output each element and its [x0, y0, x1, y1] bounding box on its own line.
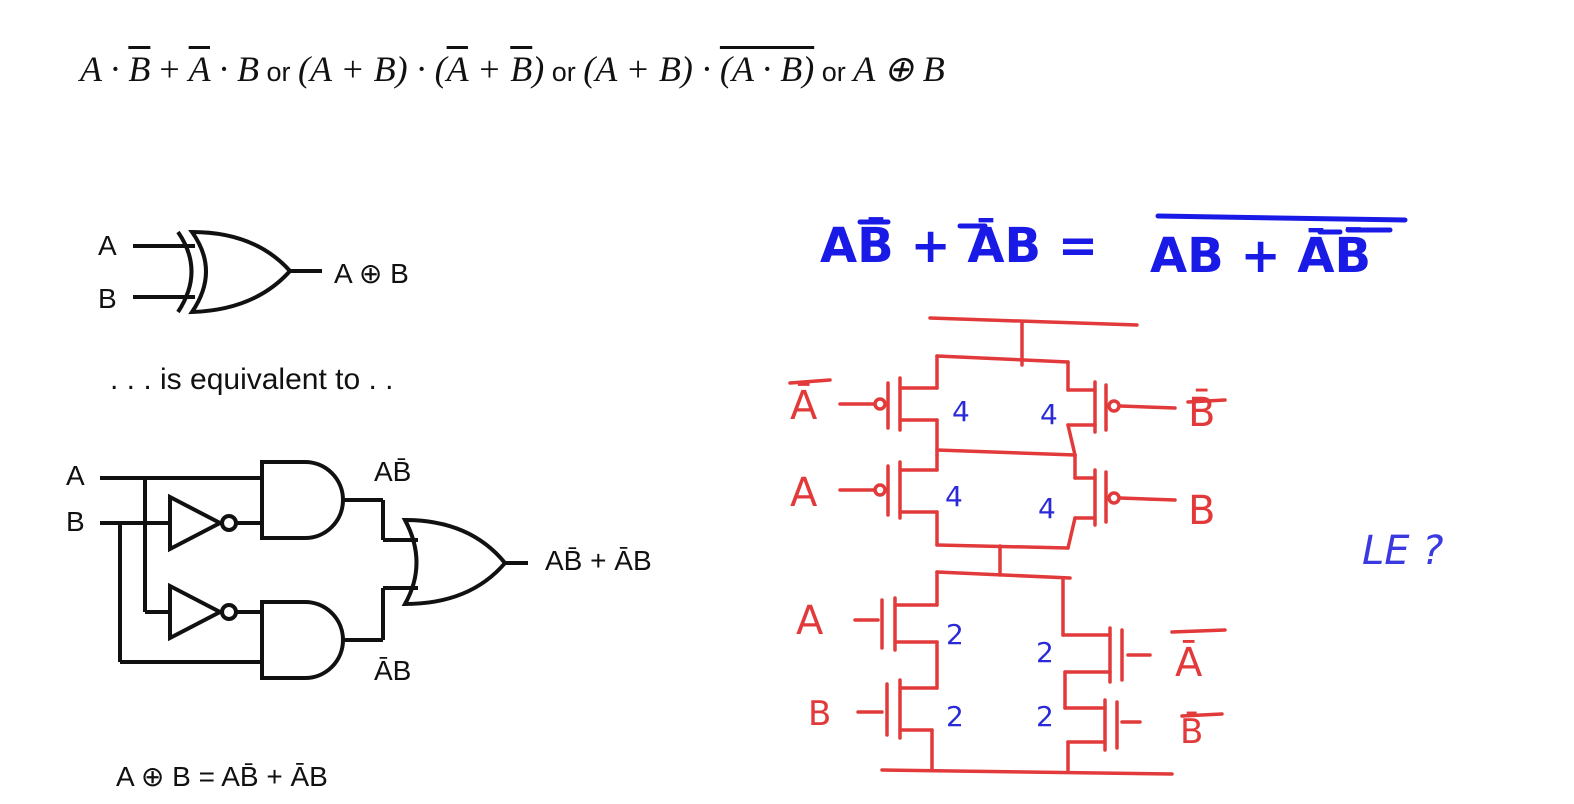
size-left-3: 2 — [946, 618, 964, 651]
formula-plus: + — [150, 49, 189, 89]
formula-term3-b-bar: B — [510, 49, 533, 89]
xor-gate-symbol — [133, 229, 322, 315]
formula-term3-a-bar: A — [446, 49, 468, 89]
formula-xor: A ⊕ B — [853, 49, 945, 89]
blue-equation-lhs: AB̄ + ĀB = — [820, 218, 1099, 274]
xor-input-a: A — [98, 230, 117, 261]
gate-label-right-1: B̄ — [1188, 390, 1216, 436]
xor-identity: A ⊕ B = AB̄ + ĀB — [116, 761, 328, 792]
size-left-2: 4 — [945, 480, 963, 513]
xor-input-b: B — [98, 283, 117, 314]
and1-output-label: AB̄ — [374, 456, 412, 487]
blue-overlines — [857, 213, 1408, 235]
xor-output: A ⊕ B — [334, 258, 409, 289]
size-left-1: 4 — [952, 395, 970, 428]
formula-term3-plus: + — [467, 49, 511, 89]
gate-label-left-3: A — [796, 598, 824, 644]
size-right-2: 4 — [1038, 492, 1056, 525]
size-left-4: 2 — [946, 700, 964, 733]
gate-label-right-4: B̄ — [1180, 712, 1204, 752]
formula-term1: A · — [80, 49, 129, 89]
equivalence-text: . . . is equivalent to . . — [110, 363, 394, 396]
formula-or-1: or — [259, 57, 299, 87]
formula-term3: (A + B) · ( — [298, 49, 447, 89]
gate-label-right-2: B — [1188, 488, 1216, 534]
logical-effort-question: LE ? — [1362, 528, 1444, 574]
circuit-input-a: A — [66, 460, 85, 491]
formula-or-3: or — [814, 57, 854, 87]
formula-term1-b-bar: B — [128, 49, 151, 89]
formula-dot-b: · B — [210, 49, 259, 89]
gate-label-right-3: Ā — [1175, 640, 1203, 686]
gate-label-left-1: Ā — [790, 383, 818, 429]
formula-term4: (A + B) · — [583, 49, 720, 89]
formula-term3-close: ) — [532, 49, 545, 89]
boolean-formula: A · B + A · B or (A + B) · (A + B) or (A… — [80, 48, 1180, 108]
size-right-1: 4 — [1040, 398, 1058, 431]
xor-equivalent-circuit — [100, 460, 528, 680]
and2-output-label: ĀB — [374, 655, 412, 686]
size-right-3: 2 — [1036, 636, 1054, 669]
size-right-4: 2 — [1036, 700, 1054, 733]
blue-equation-rhs: AB + ĀB̄ — [1150, 228, 1372, 284]
cmos-schematic — [788, 316, 1227, 776]
formula-term4-nand: (A · B) — [719, 49, 815, 89]
gate-label-left-2: A — [790, 470, 818, 516]
or-output-label: AB̄ + ĀB — [545, 545, 652, 576]
circuit-input-b: B — [66, 506, 85, 537]
gate-label-left-4: B — [808, 694, 832, 734]
formula-or-2: or — [544, 57, 584, 87]
formula-a-bar: A — [188, 49, 210, 89]
